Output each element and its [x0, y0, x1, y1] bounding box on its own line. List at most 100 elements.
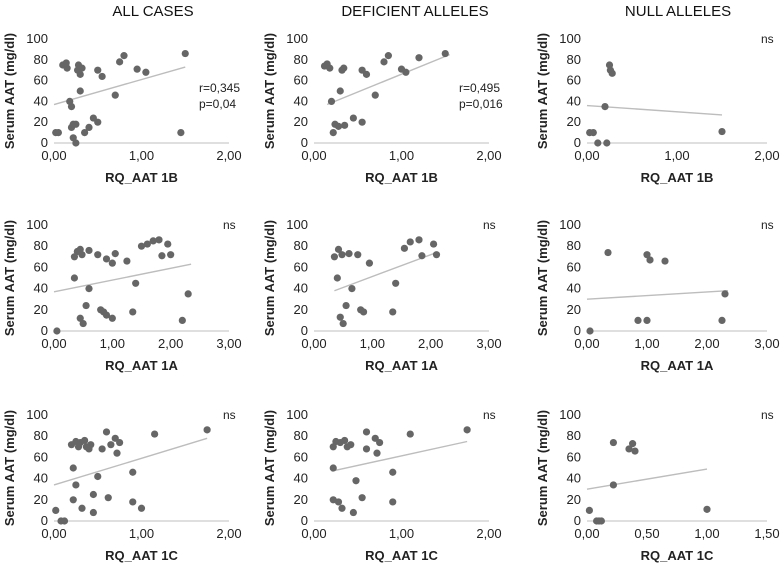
data-point	[347, 441, 355, 449]
x-tick-label: 2,00	[418, 336, 443, 351]
x-axis-label: RQ_AAT 1A	[641, 358, 714, 373]
data-point	[432, 251, 441, 259]
data-point	[89, 490, 97, 499]
data-point	[82, 301, 90, 310]
data-point	[586, 327, 594, 335]
data-point	[629, 440, 637, 448]
data-point	[108, 259, 116, 267]
data-point	[643, 251, 651, 259]
panel-null-1a: 0 20 40 60 80 100 0,00 1,00 2,00 3,00 RQ_AAT 1A Ser…	[535, 217, 780, 373]
stat-annotation: r=0,345	[199, 81, 240, 95]
data-point	[123, 257, 131, 265]
data-point	[341, 436, 349, 445]
data-point	[402, 68, 410, 76]
x-axis-label: RQ_AAT 1C	[105, 548, 178, 563]
data-point	[53, 327, 61, 335]
data-point	[111, 91, 119, 99]
x-tick-label: 2,00	[694, 336, 719, 351]
x-tick-label: 0,00	[301, 148, 326, 163]
panel-def-1b: 0 20 40 60 80 100 0,00 1,00 2,00 RQ_AAT 1B Serum A…	[262, 31, 503, 185]
data-point	[625, 445, 633, 453]
data-point	[429, 240, 438, 248]
data-point	[98, 445, 106, 453]
stat-annotation: ns	[483, 218, 496, 232]
y-tick-label: 60	[294, 73, 308, 88]
data-point	[329, 129, 337, 137]
data-point	[389, 308, 397, 316]
data-point	[384, 52, 392, 60]
data-point	[72, 120, 80, 128]
trend-line	[586, 468, 708, 490]
x-tick-label: 0,00	[41, 526, 66, 541]
data-point	[142, 68, 150, 76]
data-point	[376, 438, 384, 447]
y-tick-label: 0	[301, 323, 308, 338]
data-point	[603, 139, 611, 147]
stat-annotation: p=0,016	[459, 97, 503, 111]
stat-annotation: ns	[761, 218, 774, 232]
y-tick-label: 100	[286, 31, 308, 46]
data-point	[94, 66, 102, 74]
data-point	[54, 129, 62, 137]
y-tick-label: 0	[301, 135, 308, 150]
y-axis-label: Serum AAT (mg/dl)	[535, 33, 550, 149]
trend-line	[53, 437, 208, 486]
y-tick-label: 100	[26, 217, 48, 232]
data-point	[120, 52, 128, 60]
y-axis-label: Serum AAT (mg/dl)	[2, 220, 17, 336]
data-point	[132, 279, 140, 287]
y-tick-label: 80	[34, 52, 48, 67]
stat-annotation: ns	[223, 408, 236, 422]
column-title-null-alleles: NULL ALLELES	[625, 3, 731, 20]
x-tick-label: 3,00	[476, 336, 501, 351]
data-point	[718, 316, 726, 324]
x-tick-label: 0,00	[41, 148, 66, 163]
y-axis-label: Serum AAT (mg/dl)	[535, 410, 550, 526]
data-point	[167, 251, 175, 259]
data-point	[333, 274, 341, 282]
x-tick-label: 1,50	[754, 526, 779, 541]
x-tick-label: 3,00	[754, 336, 779, 351]
data-point	[362, 428, 371, 436]
data-point	[181, 49, 189, 58]
data-point	[594, 139, 602, 147]
data-point	[98, 72, 106, 81]
y-tick-label: 0	[574, 513, 581, 528]
data-point	[631, 447, 639, 455]
y-tick-label: 0	[574, 323, 581, 338]
data-point	[52, 506, 60, 514]
data-point	[78, 64, 86, 72]
y-tick-label: 40	[567, 93, 581, 108]
data-point	[67, 103, 76, 111]
data-point	[329, 464, 337, 472]
y-axis-label: Serum AAT (mg/dl)	[262, 220, 277, 336]
data-point	[63, 64, 71, 72]
data-point	[79, 319, 87, 328]
data-point	[78, 504, 86, 512]
stat-annotation: ns	[761, 408, 774, 422]
y-tick-label: 100	[559, 217, 581, 232]
trend-line	[334, 251, 437, 292]
data-point	[108, 314, 116, 322]
y-tick-label: 20	[294, 302, 308, 317]
data-point	[334, 498, 343, 506]
y-tick-label: 40	[567, 281, 581, 296]
y-axis-label: Serum AAT (mg/dl)	[535, 220, 550, 336]
trend-line	[53, 263, 192, 293]
panel-null-1b: 0 20 40 60 80 100 0,00 1,00 2,00 RQ_AAT 1B Serum A…	[535, 31, 780, 185]
data-point	[113, 449, 121, 457]
data-point	[362, 70, 371, 78]
data-point	[406, 238, 414, 246]
data-point	[661, 257, 669, 265]
y-tick-label: 40	[34, 281, 48, 296]
y-tick-label: 20	[567, 302, 581, 317]
panels-layer: 0 20 40 60 80 100 0,00 1,00 2,00 RQ_AAT 1B Serum A…	[2, 31, 780, 563]
x-tick-label: 1,00	[389, 526, 414, 541]
data-point	[418, 252, 426, 260]
stat-annotation: ns	[223, 218, 236, 232]
panel-null-1c: 0 20 40 60 80 100 0,00 0,50 1,00 1,50 RQ_AAT 1C Ser…	[535, 407, 780, 563]
data-point	[463, 426, 471, 434]
y-tick-label: 0	[301, 513, 308, 528]
data-point	[102, 255, 111, 263]
